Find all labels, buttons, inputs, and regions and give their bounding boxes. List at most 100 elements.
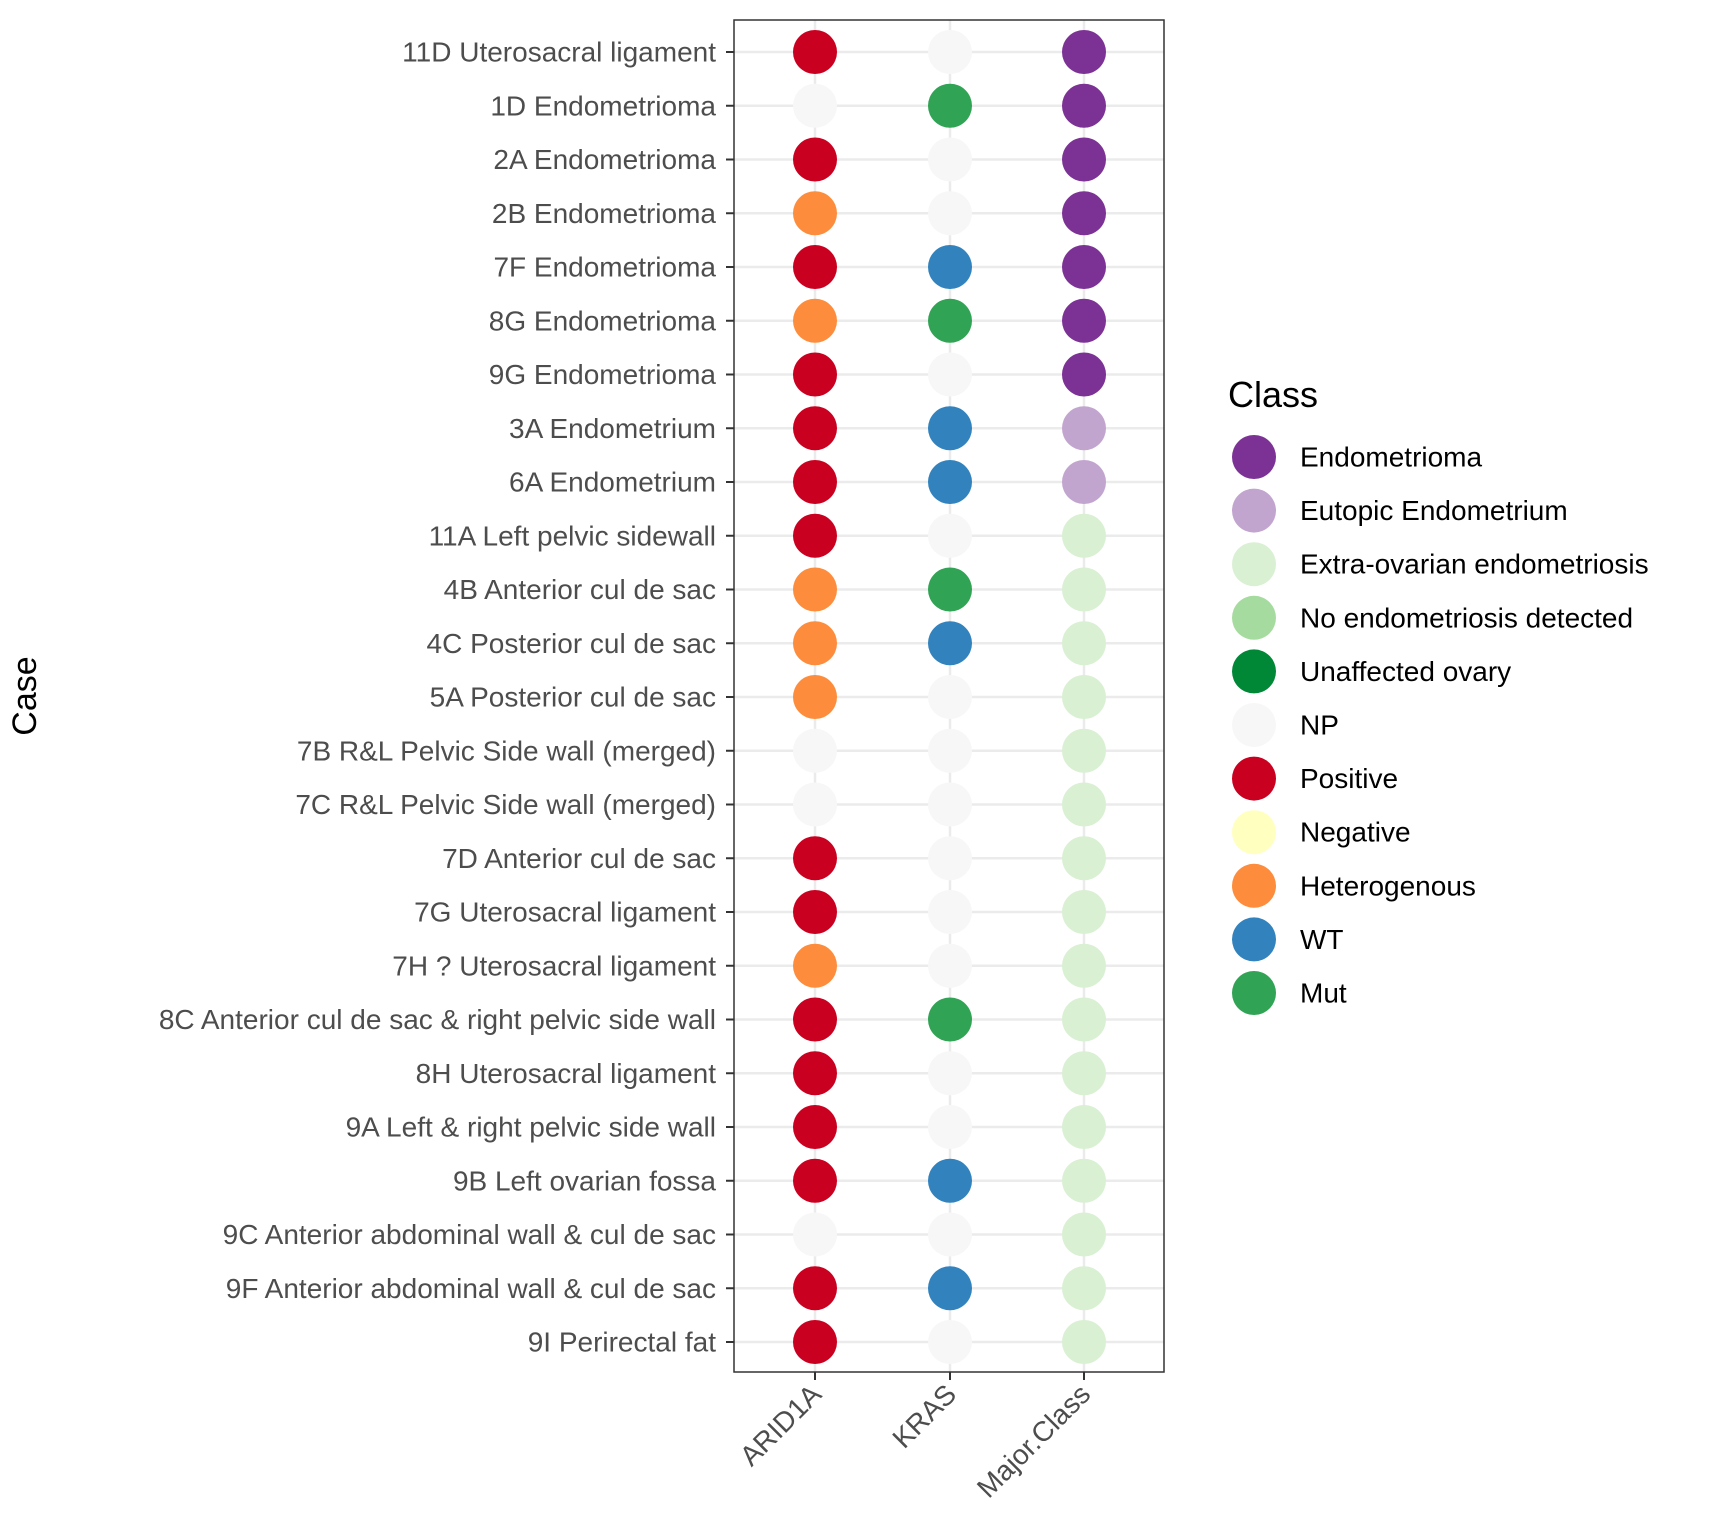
y-tick-label: 7D Anterior cul de sac	[442, 843, 716, 874]
point-major-class	[1062, 675, 1106, 719]
point-kras	[928, 567, 972, 612]
legend-key	[1232, 703, 1276, 747]
legend-label: Endometrioma	[1300, 442, 1483, 473]
point-kras	[928, 1212, 972, 1257]
point-major-class	[1062, 137, 1106, 182]
legend-label: No endometriosis detected	[1300, 602, 1633, 633]
point-major-class	[1062, 298, 1106, 343]
point-kras	[928, 1320, 972, 1364]
y-tick-label: 8C Anterior cul de sac & right pelvic si…	[159, 1004, 716, 1035]
point-major-class	[1062, 460, 1106, 504]
point-major-class	[1062, 890, 1106, 934]
point-arid1a	[793, 675, 837, 719]
point-major-class	[1062, 1158, 1106, 1203]
point-major-class	[1062, 728, 1106, 773]
point-kras	[928, 460, 972, 504]
point-arid1a	[793, 191, 837, 236]
point-arid1a	[793, 137, 837, 182]
y-tick-label: 2B Endometrioma	[492, 198, 717, 229]
point-arid1a	[793, 782, 837, 827]
point-major-class	[1062, 30, 1106, 74]
y-tick-label: 3A Endometrium	[509, 413, 716, 444]
point-kras	[928, 1266, 972, 1311]
point-kras	[928, 352, 972, 397]
point-arid1a	[793, 890, 837, 934]
point-arid1a	[793, 1212, 837, 1257]
point-major-class	[1062, 567, 1106, 612]
legend-key	[1232, 542, 1276, 587]
point-kras	[928, 83, 972, 128]
point-arid1a	[793, 728, 837, 773]
point-kras	[928, 1158, 972, 1203]
x-axis: ARID1A KRAS Major.Class	[734, 1372, 1096, 1504]
point-major-class	[1062, 1266, 1106, 1311]
point-arid1a	[793, 836, 837, 881]
point-arid1a	[793, 406, 837, 451]
legend-label: Unaffected ovary	[1300, 656, 1511, 687]
y-tick-label: 9G Endometrioma	[489, 359, 717, 390]
point-kras	[928, 406, 972, 451]
y-tick-label: 11D Uterosacral ligament	[402, 37, 716, 68]
point-major-class	[1062, 513, 1106, 558]
y-tick-label: 11A Left pelvic sidewall	[429, 520, 716, 551]
point-arid1a	[793, 997, 837, 1042]
point-arid1a	[793, 1158, 837, 1203]
legend-key	[1232, 488, 1276, 533]
point-arid1a	[793, 83, 837, 128]
point-major-class	[1062, 83, 1106, 128]
point-major-class	[1062, 1320, 1106, 1364]
point-kras	[928, 621, 972, 666]
point-major-class	[1062, 191, 1106, 236]
legend-key	[1232, 595, 1276, 640]
y-tick-label: 6A Endometrium	[509, 467, 716, 498]
y-tick-label: 9B Left ovarian fossa	[453, 1165, 716, 1196]
point-kras	[928, 298, 972, 343]
point-major-class	[1062, 245, 1106, 289]
legend-title: Class	[1228, 374, 1318, 415]
y-tick-label: 9A Left & right pelvic side wall	[346, 1112, 716, 1143]
point-arid1a	[793, 1105, 837, 1149]
point-kras	[928, 1105, 972, 1149]
point-major-class	[1062, 943, 1106, 988]
y-tick-label: 4B Anterior cul de sac	[444, 574, 716, 605]
point-major-class	[1062, 782, 1106, 827]
legend-key	[1232, 917, 1276, 962]
point-major-class	[1062, 1105, 1106, 1149]
x-tick-label: KRAS	[886, 1378, 962, 1454]
point-arid1a	[793, 1051, 837, 1096]
legend-label: Mut	[1300, 978, 1347, 1009]
y-tick-label: 4C Posterior cul de sac	[427, 628, 716, 659]
point-kras	[928, 1051, 972, 1096]
point-kras	[928, 997, 972, 1042]
point-arid1a	[793, 352, 837, 397]
y-tick-label: 7H ? Uterosacral ligament	[392, 950, 716, 981]
point-kras	[928, 191, 972, 236]
y-tick-label: 1D Endometrioma	[490, 90, 716, 121]
point-arid1a	[793, 245, 837, 289]
point-arid1a	[793, 621, 837, 666]
point-kras	[928, 836, 972, 881]
legend-key	[1232, 863, 1276, 908]
point-kras	[928, 890, 972, 934]
y-tick-label: 7G Uterosacral ligament	[414, 897, 716, 928]
y-tick-label: 9F Anterior abdominal wall & cul de sac	[226, 1273, 716, 1304]
point-major-class	[1062, 621, 1106, 666]
point-major-class	[1062, 406, 1106, 451]
point-arid1a	[793, 460, 837, 504]
point-major-class	[1062, 836, 1106, 881]
point-arid1a	[793, 567, 837, 612]
legend: Class Endometrioma Eutopic Endometrium Ext…	[1228, 374, 1649, 1015]
point-major-class	[1062, 1051, 1106, 1096]
legend-key	[1232, 649, 1276, 694]
data-points	[793, 30, 1106, 1364]
legend-key	[1232, 435, 1276, 479]
legend-key	[1232, 971, 1276, 1015]
point-arid1a	[793, 1266, 837, 1311]
y-tick-label: 8H Uterosacral ligament	[416, 1058, 717, 1089]
point-arid1a	[793, 30, 837, 74]
point-kras	[928, 513, 972, 558]
legend-key	[1232, 756, 1276, 801]
y-axis-title: Case	[6, 656, 44, 735]
point-kras	[928, 943, 972, 988]
x-tick-label: Major.Class	[971, 1378, 1096, 1503]
